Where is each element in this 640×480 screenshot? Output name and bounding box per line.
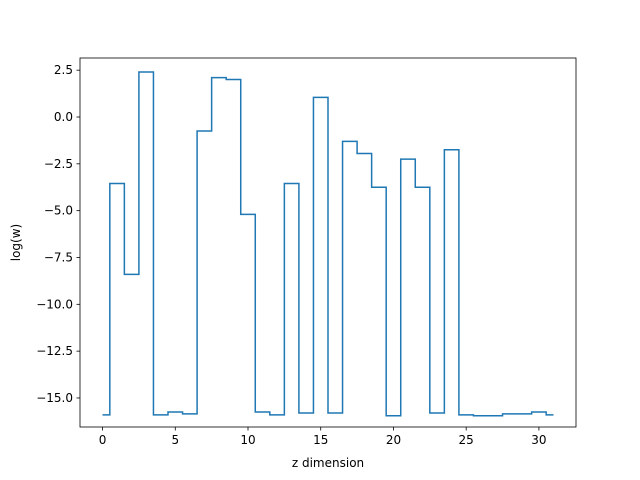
y-tick-label: 2.5 xyxy=(54,63,73,77)
axes-frame xyxy=(79,57,577,428)
x-axis-label: z dimension xyxy=(292,456,364,470)
x-tick-label: 15 xyxy=(313,433,328,447)
x-tick-label: 20 xyxy=(386,433,401,447)
x-tick-label: 0 xyxy=(99,433,107,447)
x-axis-ticks: 0 5 10 15 20 25 30 xyxy=(99,427,547,447)
series-layer xyxy=(102,71,554,417)
y-tick-label: −7.5 xyxy=(44,250,73,264)
x-tick-label: 30 xyxy=(531,433,546,447)
series-line-0 xyxy=(102,71,554,417)
y-axis-label: log(w) xyxy=(9,224,23,261)
x-tick-label: 25 xyxy=(459,433,474,447)
y-tick-label: −15.0 xyxy=(36,391,73,405)
y-tick-label: 0.0 xyxy=(54,110,73,124)
x-tick-label: 10 xyxy=(240,433,255,447)
y-axis-ticks: −15.0 −12.5 −10.0 −7.5 −5.0 −2.5 0.0 2.5 xyxy=(36,63,80,405)
y-tick-label: −12.5 xyxy=(36,344,73,358)
y-tick-label: −2.5 xyxy=(44,157,73,171)
y-tick-label: −10.0 xyxy=(36,297,73,311)
x-tick-label: 5 xyxy=(171,433,179,447)
y-tick-label: −5.0 xyxy=(44,204,73,218)
